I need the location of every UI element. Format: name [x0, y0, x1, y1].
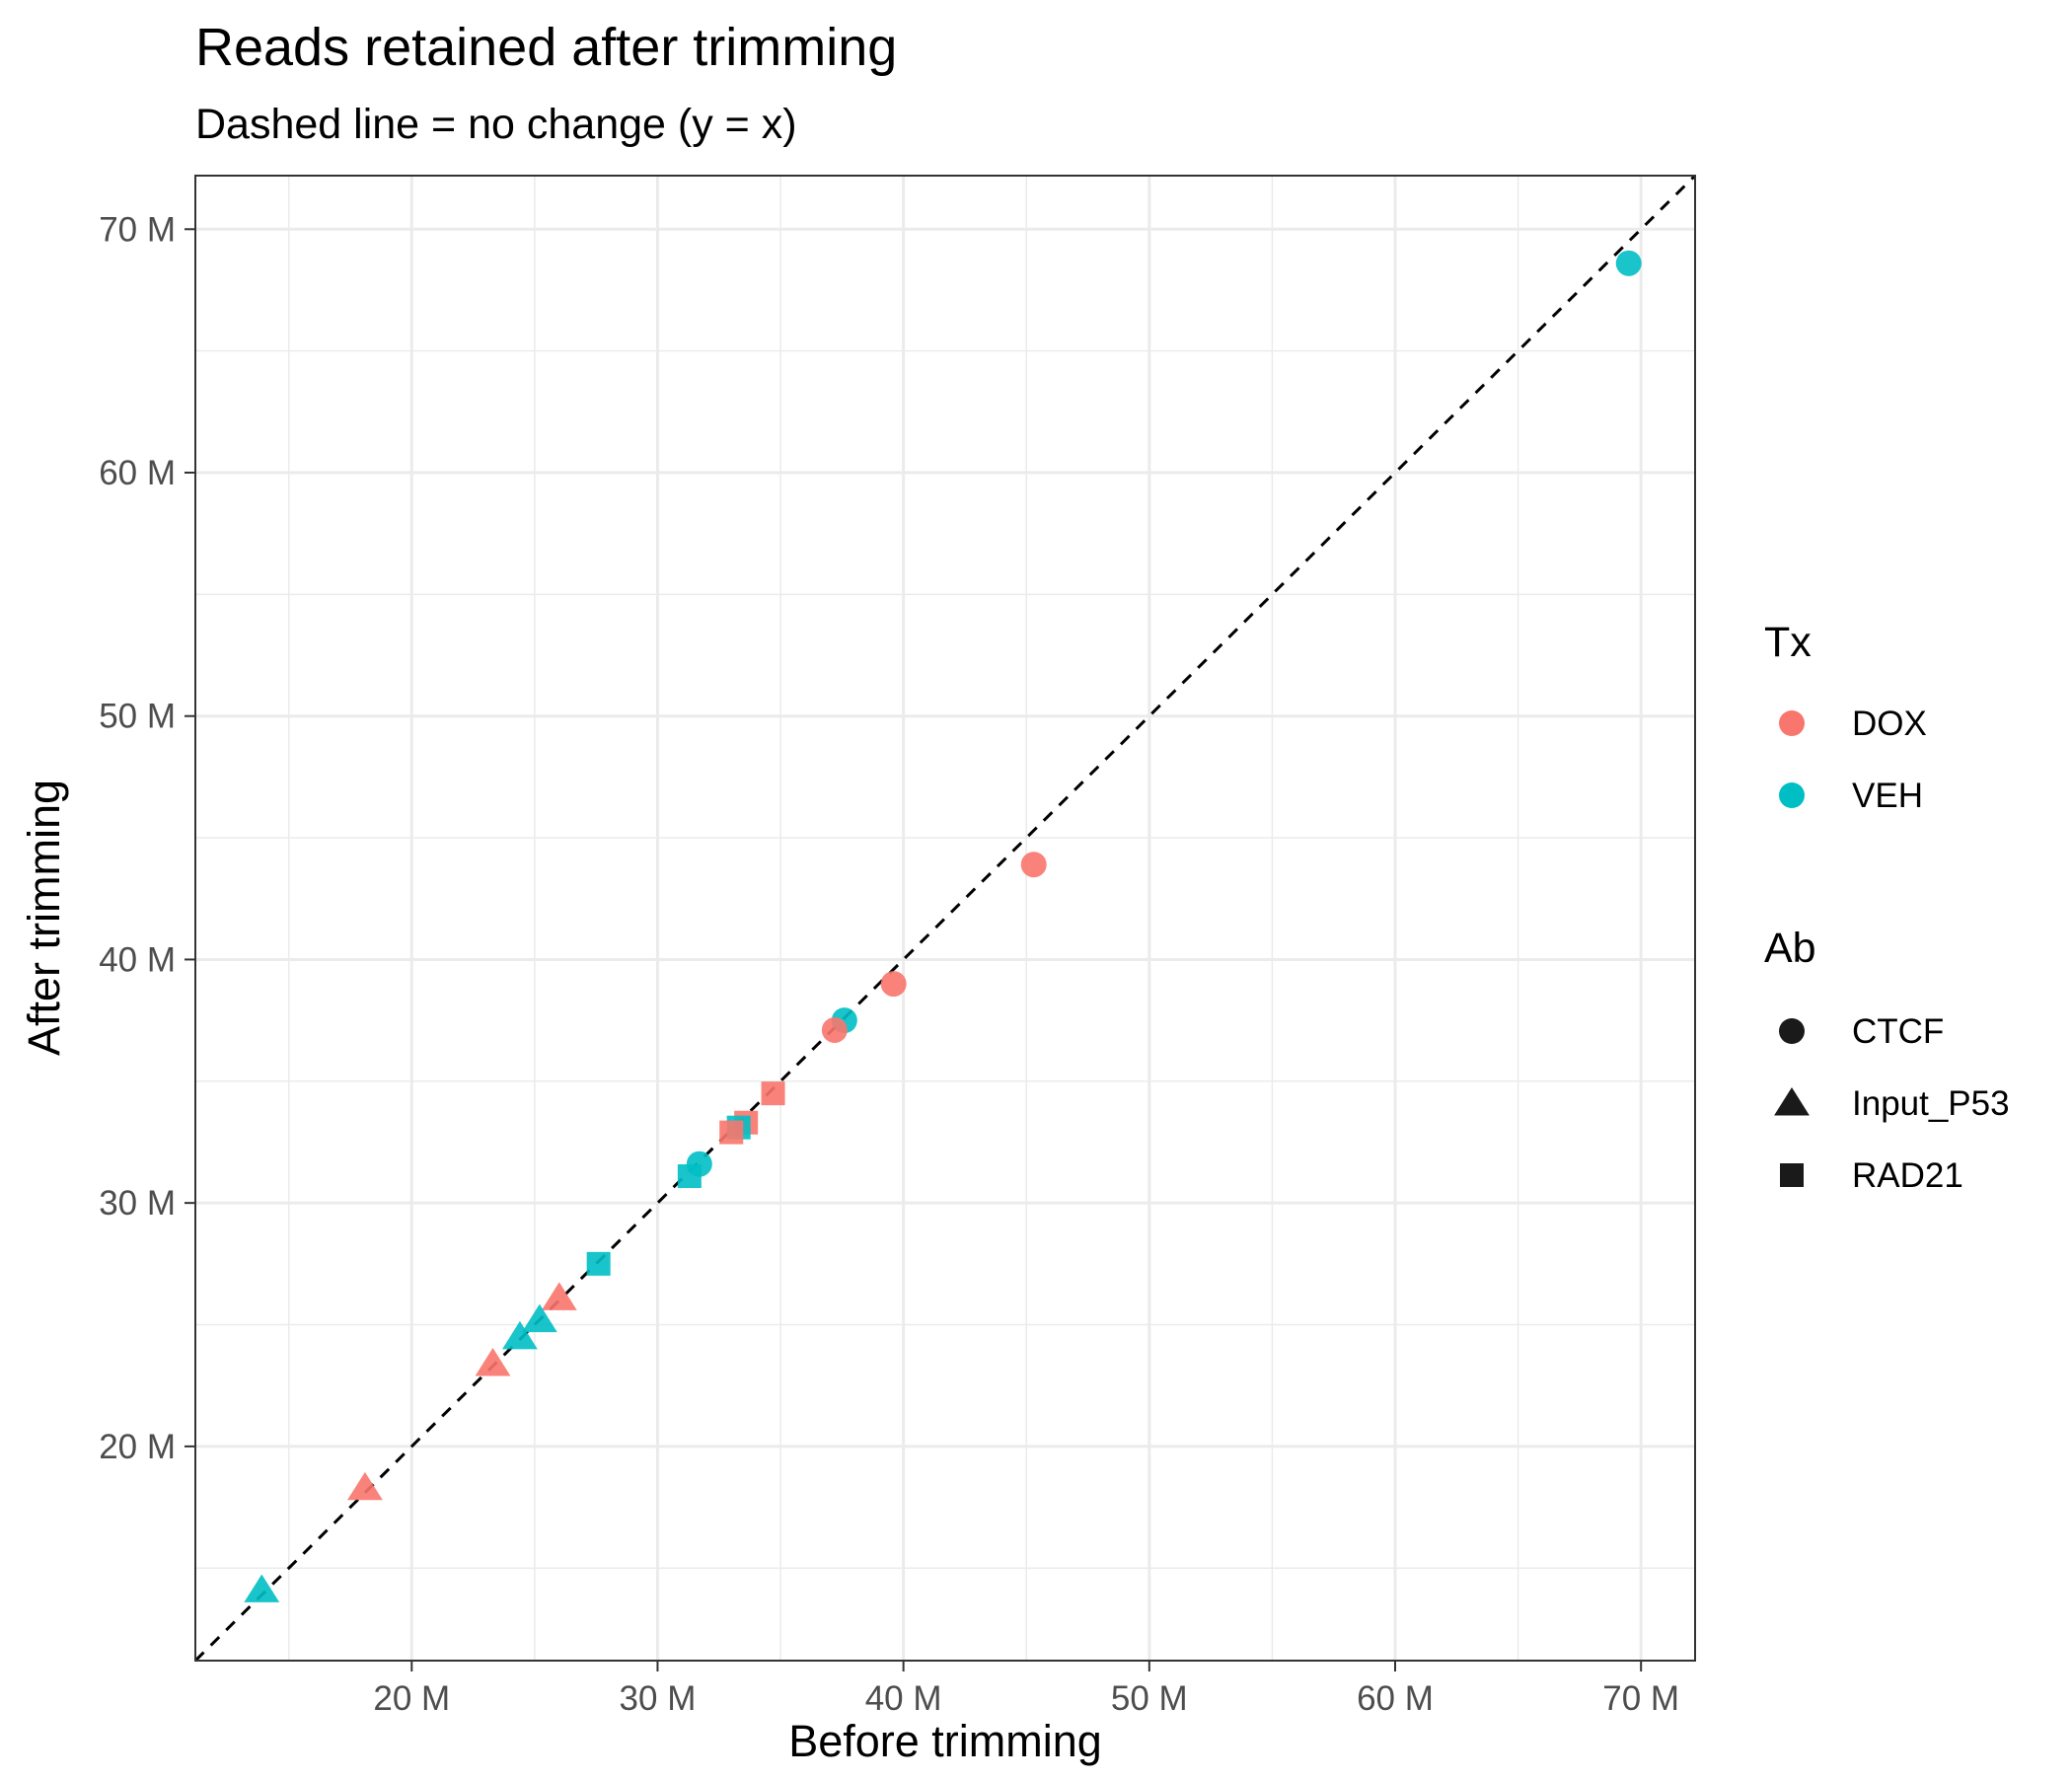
data-point-dox-input-p53 [475, 1348, 511, 1376]
y-tick-label: 50 M [99, 698, 176, 736]
legend-label-veh: VEH [1852, 777, 1923, 815]
data-point-dox-input-p53 [347, 1471, 383, 1501]
x-tick-label: 50 M [1111, 1679, 1188, 1718]
data-point-dox-ctcf [821, 1016, 848, 1043]
x-tick-label: 60 M [1357, 1679, 1434, 1718]
data-point-veh-rad21 [586, 1251, 611, 1276]
y-axis-title: After trimming [19, 779, 69, 1056]
legend: Tx DOX VEH Ab CTCF Input_P53 RAD21 [1764, 619, 2010, 1195]
reference-line-group [193, 174, 1697, 1663]
y-tick-label: 20 M [99, 1428, 176, 1466]
data-points [244, 250, 1642, 1602]
data-point-veh-ctcf [1615, 250, 1642, 276]
x-tick-label: 20 M [373, 1679, 450, 1718]
data-point-veh-input-p53 [501, 1320, 538, 1350]
identity-reference-line [193, 174, 1697, 1663]
legend-label-dox: DOX [1852, 705, 1927, 743]
chart-title: Reads retained after trimming [195, 18, 897, 77]
legend-label-ctcf: CTCF [1852, 1012, 1944, 1051]
x-tick-label: 40 M [865, 1679, 942, 1718]
legend-key-rad21 [1780, 1163, 1804, 1187]
data-point-dox-input-p53 [541, 1282, 577, 1310]
legend-label-input-p53: Input_P53 [1852, 1084, 2010, 1123]
y-tick-label: 30 M [99, 1184, 176, 1223]
data-point-dox-ctcf [1020, 852, 1047, 878]
x-tick-label: 70 M [1602, 1679, 1679, 1718]
legend-key-input-p53 [1774, 1087, 1810, 1116]
data-point-veh-input-p53 [244, 1574, 280, 1602]
legend-key-dox [1779, 710, 1805, 736]
chart-subtitle: Dashed line = no change (y = x) [195, 101, 797, 148]
gridlines [195, 176, 1695, 1661]
axis-ticks: 20 M 30 M 40 M 50 M 60 M 70 M 20 M 30 M 40 M 50 M… [99, 210, 1679, 1718]
x-tick-label: 30 M [620, 1679, 697, 1718]
x-axis-title: Before trimming [788, 1716, 1102, 1766]
plot-panel-border [194, 175, 1696, 1662]
legend-title-tx: Tx [1764, 619, 1812, 666]
data-point-dox-rad21 [719, 1120, 744, 1145]
y-tick-label: 40 M [99, 940, 176, 979]
y-tick-label: 70 M [99, 210, 176, 249]
legend-key-ctcf [1779, 1018, 1805, 1044]
data-point-dox-rad21 [761, 1081, 785, 1106]
data-point-dox-ctcf [880, 971, 907, 998]
data-point-veh-input-p53 [521, 1303, 557, 1333]
data-point-veh-rad21 [677, 1164, 702, 1189]
y-tick-label: 60 M [99, 454, 176, 492]
legend-title-ab: Ab [1764, 925, 1816, 972]
legend-label-rad21: RAD21 [1852, 1156, 1963, 1195]
legend-key-veh [1779, 782, 1805, 808]
